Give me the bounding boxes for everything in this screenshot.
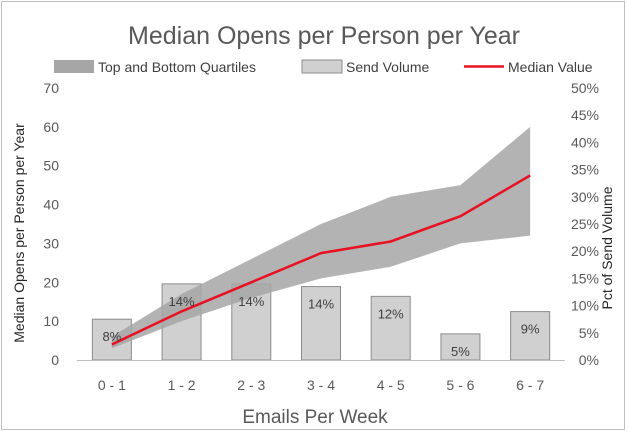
y2-tick-label: 10%: [571, 298, 599, 314]
y2-tick-label: 0%: [579, 352, 599, 368]
y-tick-label: 50: [43, 158, 59, 174]
y2-axis-title: Pct of Send Volume: [599, 186, 615, 309]
legend-swatch-send-volume: [301, 59, 343, 74]
y2-tick-label: 15%: [571, 270, 599, 286]
bar-send-volume: [370, 295, 411, 361]
x-tick-label: 4 - 5: [377, 377, 405, 393]
y-tick-label: 30: [43, 235, 59, 251]
y2-tick-label: 30%: [571, 189, 599, 205]
chart-title: Median Opens per Person per Year: [128, 22, 520, 50]
x-tick-label: 6 - 7: [516, 377, 544, 393]
y-tick-label: 40: [43, 197, 59, 213]
y2-tick-label: 45%: [571, 107, 599, 123]
bar-send-volume: [301, 286, 341, 361]
legend: Top and Bottom Quartiles Send Volume Med…: [54, 59, 593, 75]
y2-tick-label: 5%: [579, 325, 599, 341]
y2-tick-label: 50%: [571, 80, 599, 96]
legend-swatch-quartiles: [54, 60, 94, 73]
bar-data-label: 14%: [238, 294, 264, 309]
y2-tick-label: 40%: [571, 134, 599, 150]
band-quartiles: [111, 126, 531, 349]
y-tick-label: 70: [43, 80, 59, 96]
x-tick-label: 1 - 2: [168, 377, 196, 393]
x-tick-label: 2 - 3: [237, 377, 265, 393]
x-tick-label: 3 - 4: [307, 377, 335, 393]
bar-data-label: 12%: [378, 306, 404, 321]
y2-tick-label: 35%: [571, 162, 599, 178]
bar-data-label: 5%: [451, 344, 470, 359]
legend-label-quartiles: Top and Bottom Quartiles: [98, 59, 256, 75]
x-axis-title: Emails Per Week: [242, 407, 388, 428]
bar-send-volume: [440, 333, 481, 361]
bar-data-label: 8%: [102, 329, 121, 344]
bar-data-label: 14%: [169, 294, 195, 309]
legend-label-median: Median Value: [508, 59, 593, 75]
y-tick-label: 20: [43, 274, 59, 290]
plot-area: 8% 14% 14% 14% 12% 5% 9% 0 10 20 30 40 50 60 70 0% 5% 10%…: [43, 80, 599, 393]
bar-data-label: 14%: [308, 297, 334, 312]
bar-send-volume: [510, 311, 551, 361]
y-tick-label: 60: [43, 119, 59, 135]
bar-data-label: 9%: [521, 322, 540, 337]
y2-tick-label: 20%: [571, 243, 599, 259]
line-median: [111, 174, 531, 346]
y-axis-title: Median Opens per Person per Year: [11, 123, 27, 343]
y-tick-label: 0: [51, 352, 59, 368]
x-tick-label: 0 - 1: [98, 377, 126, 393]
legend-label-send-volume: Send Volume: [346, 59, 429, 75]
x-tick-label: 5 - 6: [446, 377, 474, 393]
y2-tick-label: 25%: [571, 216, 599, 232]
y-tick-label: 10: [43, 313, 59, 329]
